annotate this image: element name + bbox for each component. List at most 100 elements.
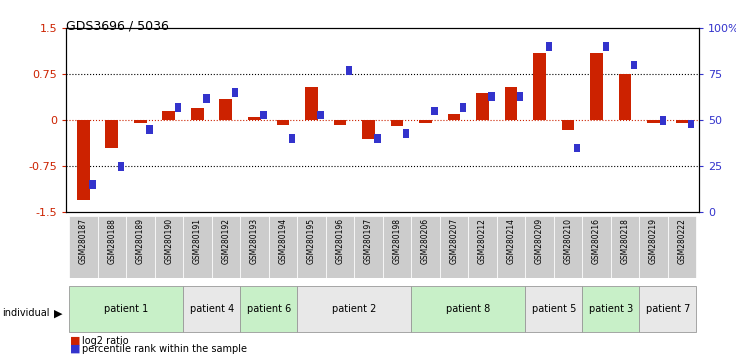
Text: GSM280189: GSM280189 xyxy=(136,218,145,264)
Bar xyxy=(326,216,354,278)
Text: GSM280188: GSM280188 xyxy=(107,218,116,264)
Bar xyxy=(163,111,175,120)
Bar xyxy=(676,120,688,124)
Text: patient 5: patient 5 xyxy=(531,304,576,314)
Bar xyxy=(191,108,204,120)
Bar xyxy=(460,103,467,112)
Text: ▶: ▶ xyxy=(54,308,63,318)
Bar xyxy=(505,87,517,120)
Bar xyxy=(533,53,546,120)
Bar xyxy=(77,120,90,200)
Bar xyxy=(383,216,411,278)
Text: patient 2: patient 2 xyxy=(332,304,376,314)
Bar xyxy=(362,120,375,139)
Bar xyxy=(517,92,523,101)
Text: GSM280206: GSM280206 xyxy=(421,218,430,264)
Bar xyxy=(447,114,461,120)
Bar xyxy=(431,107,438,115)
Bar xyxy=(526,286,582,332)
Text: GSM280222: GSM280222 xyxy=(678,218,687,264)
Bar xyxy=(105,120,118,148)
Text: patient 6: patient 6 xyxy=(247,304,291,314)
Bar xyxy=(688,120,694,129)
Bar xyxy=(269,216,297,278)
Text: GSM280197: GSM280197 xyxy=(364,218,373,264)
Bar xyxy=(640,286,696,332)
Bar xyxy=(212,216,240,278)
Bar xyxy=(489,92,495,101)
Bar xyxy=(297,286,411,332)
Text: GSM280187: GSM280187 xyxy=(79,218,88,264)
Bar xyxy=(631,61,637,69)
Bar xyxy=(155,216,183,278)
Bar xyxy=(183,216,212,278)
Text: log2 ratio: log2 ratio xyxy=(82,336,129,346)
Text: patient 8: patient 8 xyxy=(446,304,490,314)
Text: ■: ■ xyxy=(70,344,80,354)
Text: GSM280219: GSM280219 xyxy=(649,218,658,264)
Bar xyxy=(582,286,640,332)
Text: GSM280216: GSM280216 xyxy=(592,218,601,264)
Bar xyxy=(439,216,468,278)
Text: GSM280194: GSM280194 xyxy=(278,218,288,264)
Bar xyxy=(232,88,238,97)
Text: GSM280191: GSM280191 xyxy=(193,218,202,264)
Bar xyxy=(203,94,210,103)
Bar xyxy=(574,144,580,152)
Text: GSM280190: GSM280190 xyxy=(164,218,174,264)
Bar xyxy=(603,42,609,51)
Bar xyxy=(297,216,326,278)
Text: GSM280198: GSM280198 xyxy=(392,218,401,264)
Text: individual: individual xyxy=(2,308,50,318)
Text: GSM280193: GSM280193 xyxy=(250,218,259,264)
Bar xyxy=(611,216,640,278)
Bar xyxy=(240,286,297,332)
Bar xyxy=(391,120,403,126)
Text: patient 4: patient 4 xyxy=(190,304,234,314)
Text: patient 3: patient 3 xyxy=(589,304,633,314)
Bar xyxy=(134,120,146,124)
Bar xyxy=(317,110,324,119)
Bar xyxy=(375,135,381,143)
Text: GSM280209: GSM280209 xyxy=(535,218,544,264)
Text: GSM280195: GSM280195 xyxy=(307,218,316,264)
Bar xyxy=(277,120,289,125)
Bar xyxy=(590,53,603,120)
Bar xyxy=(562,120,575,130)
Text: GSM280210: GSM280210 xyxy=(564,218,573,264)
Bar xyxy=(346,66,353,75)
Text: GSM280214: GSM280214 xyxy=(506,218,515,264)
Text: GDS3696 / 5036: GDS3696 / 5036 xyxy=(66,19,169,33)
Bar xyxy=(582,216,611,278)
Bar xyxy=(468,216,497,278)
Bar xyxy=(640,216,668,278)
Bar xyxy=(248,117,261,120)
Bar xyxy=(219,99,233,120)
Bar xyxy=(98,216,126,278)
Bar xyxy=(69,216,98,278)
Bar xyxy=(545,42,552,51)
Bar xyxy=(240,216,269,278)
Bar xyxy=(659,116,666,125)
Bar xyxy=(403,129,409,138)
Text: GSM280196: GSM280196 xyxy=(336,218,344,264)
Text: GSM280192: GSM280192 xyxy=(222,218,230,264)
Bar xyxy=(183,286,240,332)
Bar xyxy=(305,87,318,120)
Bar xyxy=(118,162,124,171)
Text: ■: ■ xyxy=(70,336,80,346)
Text: GSM280207: GSM280207 xyxy=(450,218,459,264)
Bar xyxy=(647,120,660,124)
Bar xyxy=(419,120,432,124)
Bar xyxy=(261,110,266,119)
Bar xyxy=(146,125,152,134)
Bar xyxy=(126,216,155,278)
Bar xyxy=(619,74,631,120)
Bar xyxy=(69,286,183,332)
Text: percentile rank within the sample: percentile rank within the sample xyxy=(82,344,247,354)
Bar xyxy=(89,181,96,189)
Bar xyxy=(668,216,696,278)
Bar xyxy=(411,286,526,332)
Bar xyxy=(526,216,553,278)
Text: GSM280212: GSM280212 xyxy=(478,218,487,264)
